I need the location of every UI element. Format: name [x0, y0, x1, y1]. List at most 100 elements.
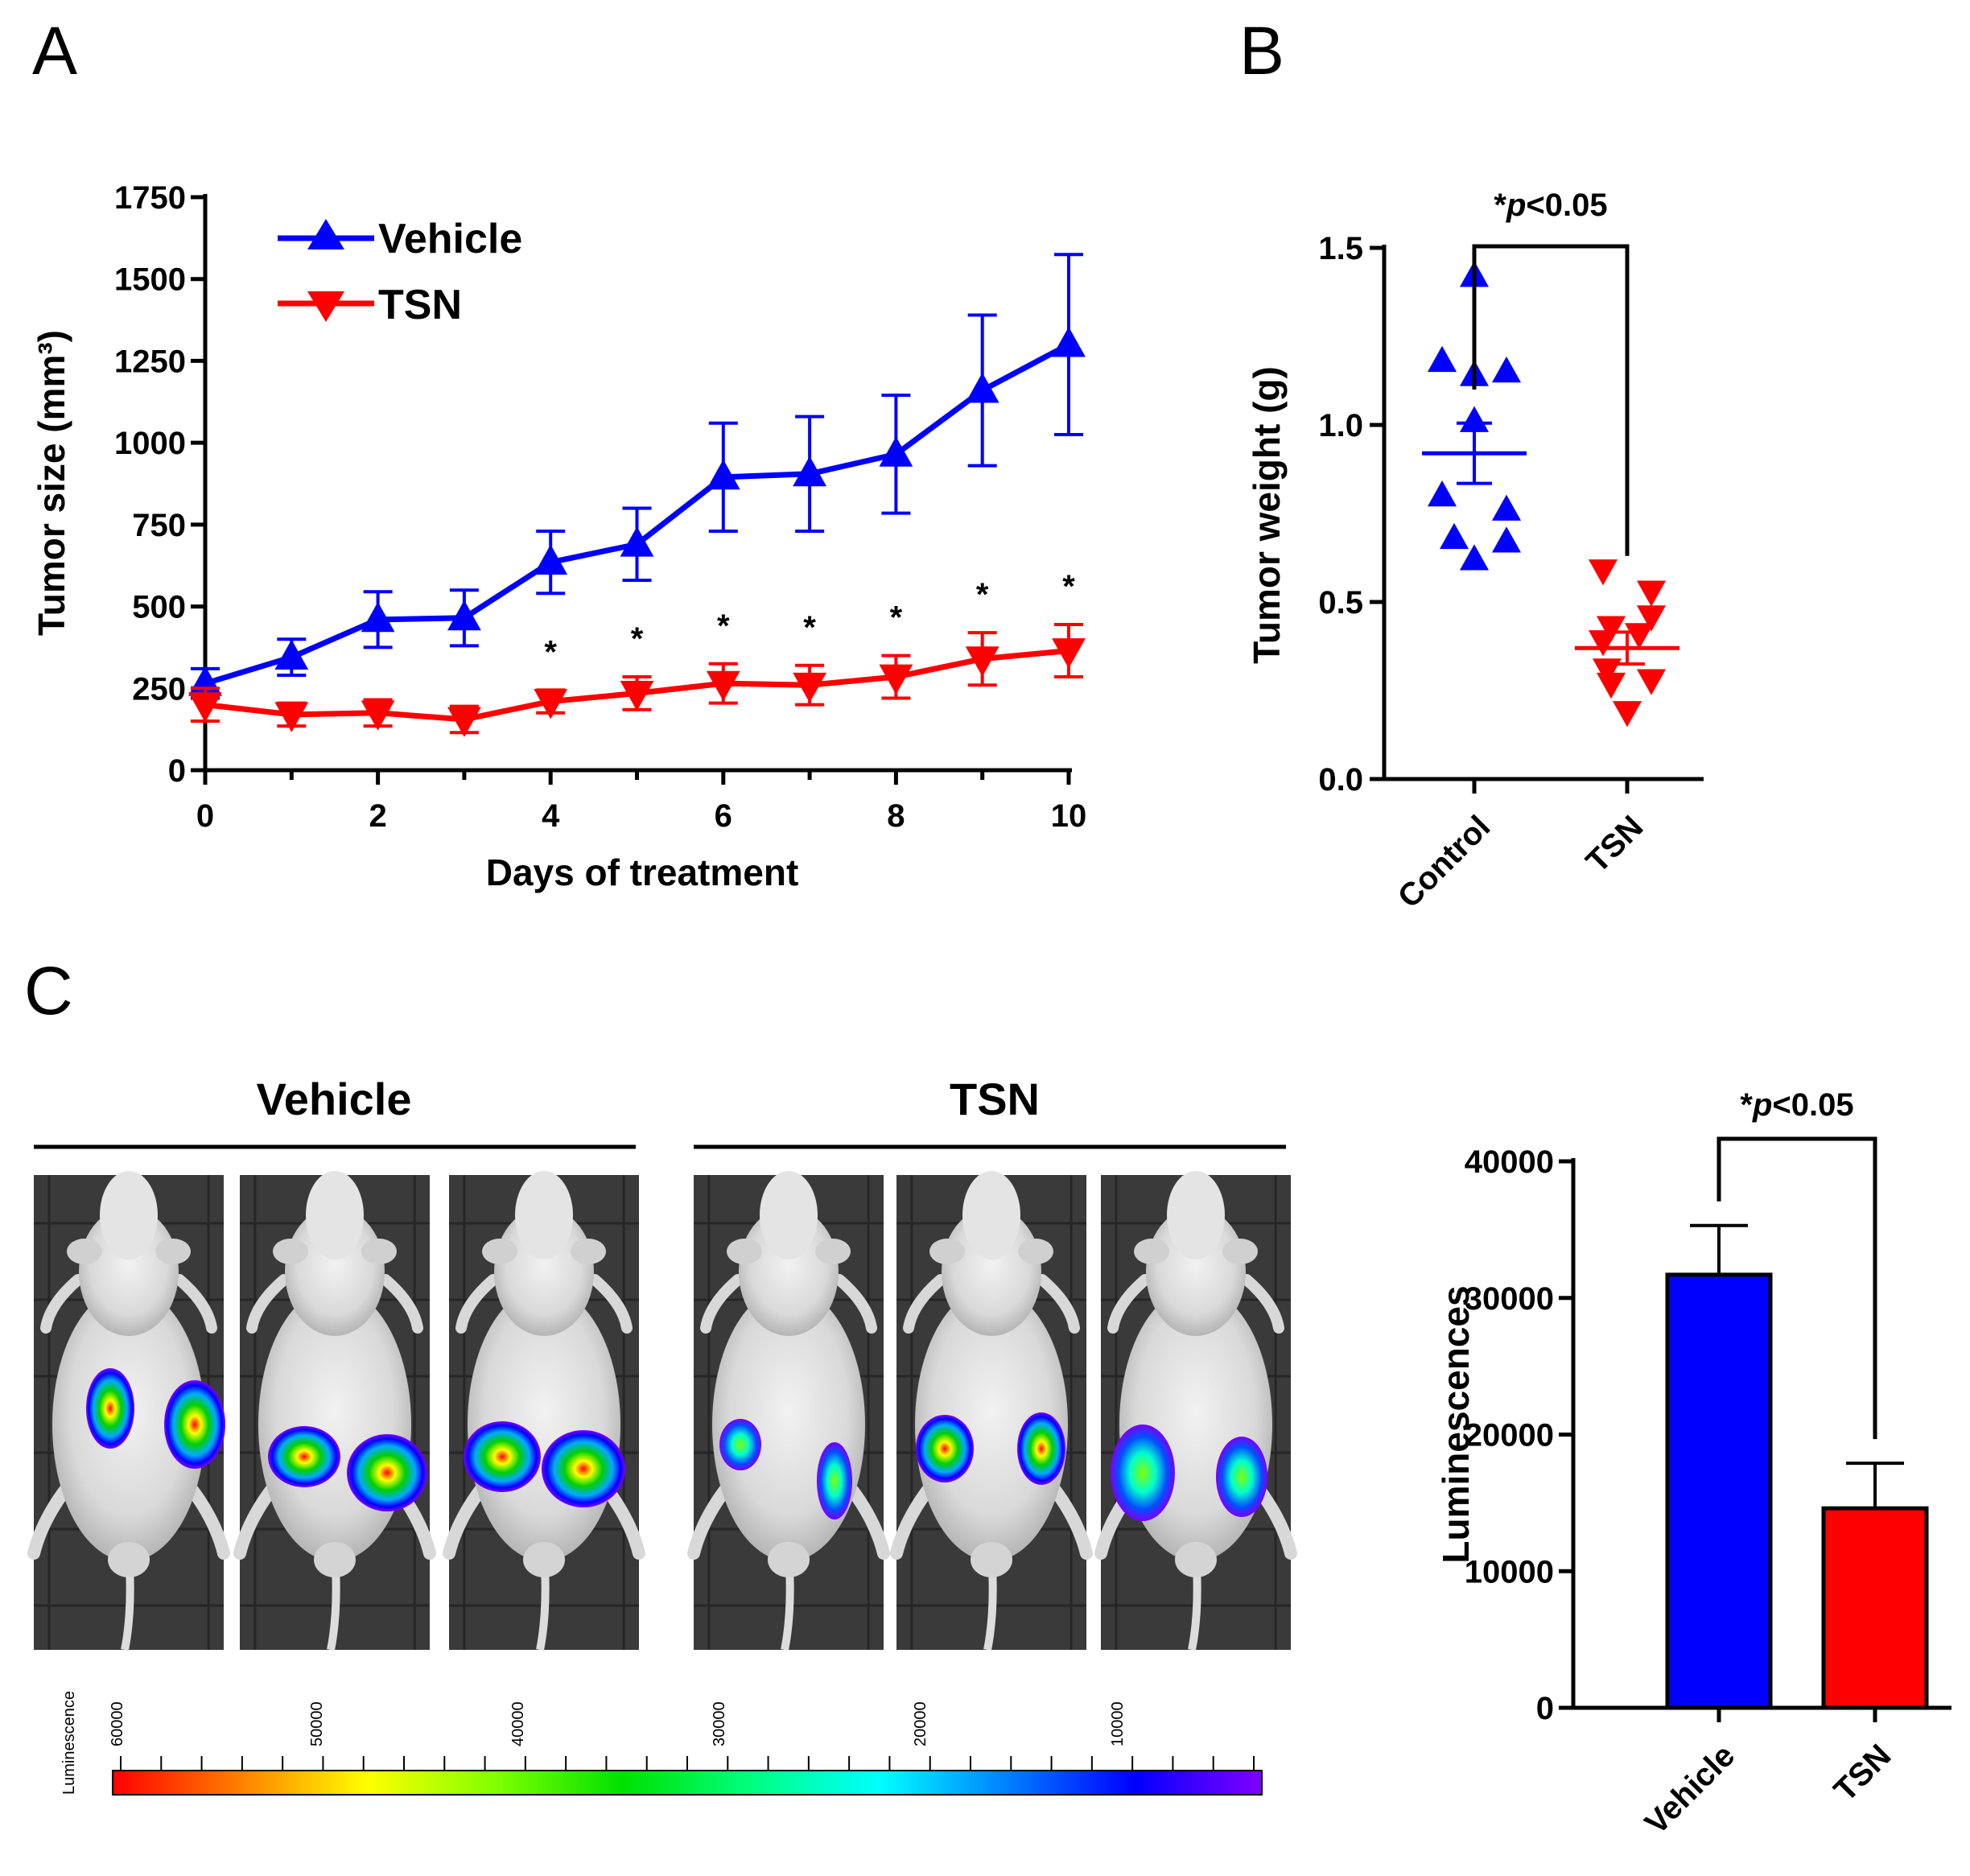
data-point-tsn	[1612, 701, 1642, 728]
chart-a-xtick-label: 0	[196, 798, 214, 834]
colorbar-tick-label: 10000	[1109, 1701, 1127, 1746]
mouse-shoulders	[494, 1207, 594, 1336]
data-point-vehicle	[706, 459, 740, 490]
mouse-rump	[768, 1542, 810, 1577]
data-point-tsn	[706, 670, 740, 702]
data-point-control	[1491, 494, 1522, 521]
data-point-tsn	[1596, 616, 1626, 642]
data-point-vehicle	[879, 436, 913, 467]
mouse-shoulders	[285, 1207, 385, 1336]
mouse-ear	[727, 1239, 762, 1264]
mouse-head	[1167, 1171, 1225, 1260]
data-point-vehicle	[447, 600, 481, 631]
data-point-tsn	[1636, 580, 1667, 607]
data-point-tsn	[1636, 605, 1667, 632]
chart-a-xtick-label: 6	[715, 798, 732, 834]
significance-star: *	[976, 577, 989, 612]
mouse-head	[306, 1171, 364, 1260]
chart-a-legend: Vehicle TSN	[278, 216, 522, 328]
legend-marker-vehicle	[307, 219, 344, 249]
chart-b-category-label: Control	[1391, 809, 1498, 915]
mouse-rump	[1175, 1542, 1217, 1577]
tumor-signal	[719, 1419, 761, 1470]
tumor-signal	[916, 1415, 974, 1482]
chart-c-ytick-label: 0	[1536, 1691, 1554, 1726]
mouse-ear	[273, 1239, 308, 1264]
chart-c-ytick-label: 10000	[1465, 1554, 1554, 1589]
data-point-control	[1491, 357, 1522, 383]
mouse-leg	[687, 1482, 732, 1560]
significance-star: *	[1062, 569, 1075, 604]
mouse-leg	[40, 1274, 84, 1334]
data-point-tsn	[534, 689, 568, 719]
mouse-ear	[361, 1239, 397, 1264]
chart-a-xtick-label: 8	[887, 798, 905, 834]
chart-a-ytick-label: 1500	[114, 262, 186, 298]
mouse-leg	[233, 1482, 278, 1560]
mouse-image-4	[687, 1171, 890, 1651]
data-point-tsn	[879, 664, 913, 695]
data-point-vehicle	[620, 526, 654, 557]
chart-b-ytick-label: 1.0	[1318, 408, 1363, 443]
chart-a-xtick-label: 4	[542, 798, 560, 834]
mouse-head	[760, 1171, 818, 1260]
mouse-image-1	[27, 1171, 230, 1651]
mouse-head	[962, 1171, 1020, 1260]
colorbar-tick-label: 40000	[509, 1701, 527, 1746]
significance-star: *	[890, 600, 903, 636]
mouse-head	[515, 1171, 573, 1260]
chart-a-ytick-label: 1250	[114, 344, 186, 379]
data-point-tsn	[1052, 638, 1086, 669]
data-point-tsn	[1596, 672, 1626, 699]
mouse-leg	[845, 1482, 890, 1560]
chart-c-ytick-label: 40000	[1465, 1144, 1554, 1180]
chart-a-ytick-label: 1750	[114, 180, 186, 216]
data-point-vehicle	[793, 456, 826, 487]
mouse-shoulders	[942, 1207, 1041, 1336]
mouse-leg	[903, 1274, 946, 1334]
chart-b-ytick-label: 0.0	[1318, 762, 1363, 798]
panel-letter-b: B	[1239, 13, 1284, 89]
tumor-signal	[164, 1380, 225, 1469]
tumor-size-line-chart: Tumor size (mm³) Days of treatment 0 250 5…	[31, 180, 1086, 893]
data-point-control	[1491, 526, 1522, 553]
colorbar-tick-label: 20000	[912, 1701, 929, 1746]
data-point-tsn	[447, 707, 481, 737]
mouse-leg	[1048, 1482, 1093, 1560]
data-point-vehicle	[1052, 327, 1086, 357]
mouse-leg	[174, 1274, 217, 1334]
panel-letter-a: A	[32, 13, 77, 89]
chart-c-category-label: TSN	[1828, 1738, 1898, 1808]
tumor-signal	[1111, 1425, 1175, 1521]
chart-a-ytick-label: 750	[132, 508, 186, 543]
mouse-rump	[523, 1542, 565, 1577]
tumor-signal	[542, 1430, 625, 1507]
bar-vehicle	[1665, 1272, 1773, 1710]
mouse-image-3	[443, 1171, 645, 1651]
significance-star: *	[544, 634, 557, 670]
luminescence-bar-chart: Luminescences 0 10000 20000 30000 40000 Vehi…	[1435, 1087, 1951, 1841]
mouse-leg	[700, 1274, 744, 1334]
data-point-control	[1427, 345, 1457, 373]
mouse-leg	[589, 1274, 633, 1334]
significance-star: *	[631, 621, 644, 657]
data-point-tsn	[361, 700, 395, 731]
mouse-rump	[108, 1542, 150, 1577]
mouse-shoulders	[739, 1207, 839, 1336]
bar-tsn	[1821, 1506, 1929, 1710]
mouse-leg	[455, 1274, 499, 1334]
mouse-rump	[314, 1542, 356, 1577]
tumor-signal	[1017, 1412, 1065, 1485]
chart-a-ytick-label: 250	[132, 671, 186, 707]
mouse-shoulders	[1146, 1207, 1246, 1336]
tumor-signal	[464, 1421, 541, 1492]
mouse-leg	[185, 1482, 230, 1560]
data-point-tsn	[1588, 559, 1618, 586]
chart-a-xtick-label: 2	[369, 798, 386, 834]
tumor-signal	[817, 1442, 852, 1519]
colorbar-label: Luminescence	[60, 1691, 78, 1795]
mouse-ear	[571, 1239, 606, 1264]
data-point-control	[1427, 480, 1457, 507]
chart-a-xlabel: Days of treatment	[486, 851, 799, 893]
